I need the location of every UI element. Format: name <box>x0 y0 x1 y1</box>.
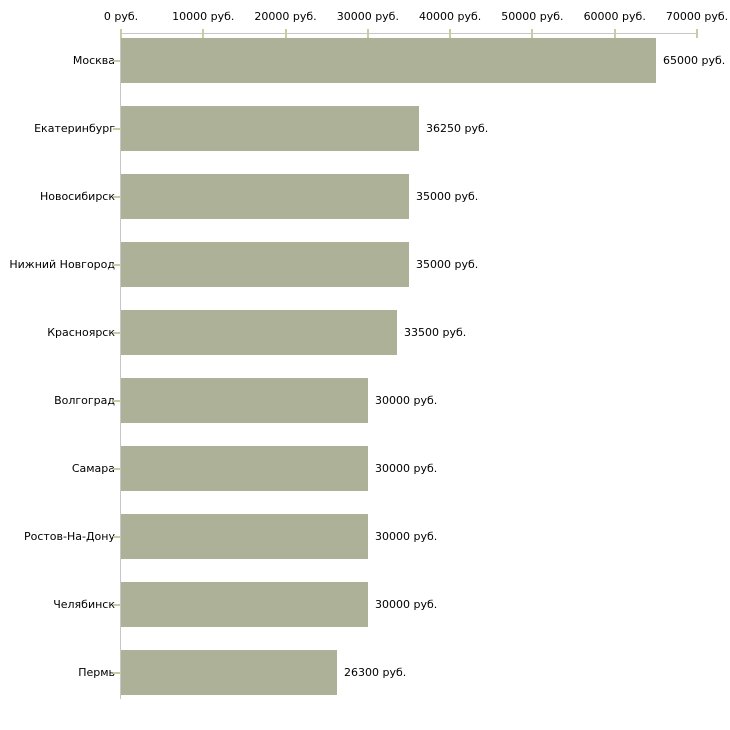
category-tick-mark <box>113 603 121 606</box>
value-label: 30000 руб. <box>375 597 438 611</box>
x-axis-line <box>120 33 698 34</box>
x-axis-tick-label: 0 руб. <box>103 10 139 23</box>
value-label: 35000 руб. <box>416 257 479 271</box>
x-axis-tick-mark <box>531 29 534 38</box>
x-axis-tick-mark <box>696 29 698 38</box>
category-tick-mark <box>113 399 121 402</box>
category-label: Челябинск <box>53 597 115 611</box>
value-label: 35000 руб. <box>416 189 479 203</box>
value-label: 30000 руб. <box>375 393 438 407</box>
category-label: Красноярск <box>47 325 115 339</box>
x-axis-tick-label: 20000 руб. <box>254 10 317 23</box>
x-axis-tick-label: 50000 руб. <box>501 10 564 23</box>
category-tick-mark <box>113 467 121 470</box>
x-axis-tick-mark <box>284 29 287 38</box>
category-tick-mark <box>113 535 121 538</box>
category-tick-mark <box>113 195 121 198</box>
value-label: 33500 руб. <box>404 325 467 339</box>
category-label: Нижний Новгород <box>9 257 115 271</box>
value-bar <box>121 174 409 219</box>
x-axis-tick-label: 60000 руб. <box>583 10 646 23</box>
category-tick-mark <box>113 671 121 674</box>
category-tick-mark <box>113 59 121 62</box>
value-label: 30000 руб. <box>375 529 438 543</box>
x-axis-tick-label: 30000 руб. <box>336 10 399 23</box>
category-tick-mark <box>113 263 121 266</box>
category-label: Екатеринбург <box>34 121 115 135</box>
x-axis-tick-mark <box>202 29 205 38</box>
x-axis-tick-mark <box>613 29 616 38</box>
value-bar <box>121 38 656 83</box>
y-axis-line <box>120 33 121 699</box>
x-axis-tick-label: 40000 руб. <box>419 10 482 23</box>
value-label: 65000 руб. <box>663 53 726 67</box>
category-label: Волгоград <box>54 393 115 407</box>
value-bar <box>121 378 368 423</box>
value-bar <box>121 650 337 695</box>
value-bar <box>121 310 397 355</box>
category-label: Самара <box>71 461 115 475</box>
category-tick-mark <box>113 331 121 334</box>
value-bar <box>121 514 368 559</box>
x-axis-tick-label: 10000 руб. <box>172 10 235 23</box>
value-label: 30000 руб. <box>375 461 438 475</box>
x-axis-tick-mark <box>120 29 122 38</box>
x-axis-tick-label: 70000 руб. <box>665 10 729 23</box>
category-tick-mark <box>113 127 121 130</box>
value-bar <box>121 582 368 627</box>
category-label: Ростов-На-Дону <box>23 529 115 543</box>
value-label: 36250 руб. <box>426 121 489 135</box>
value-label: 26300 руб. <box>344 665 407 679</box>
value-bar <box>121 446 368 491</box>
category-label: Пермь <box>78 665 115 679</box>
x-axis-tick-mark <box>366 29 369 38</box>
category-label: Новосибирск <box>39 189 115 203</box>
x-axis-tick-mark <box>449 29 452 38</box>
value-bar <box>121 242 409 287</box>
category-label: Москва <box>72 53 115 67</box>
value-bar <box>121 106 419 151</box>
